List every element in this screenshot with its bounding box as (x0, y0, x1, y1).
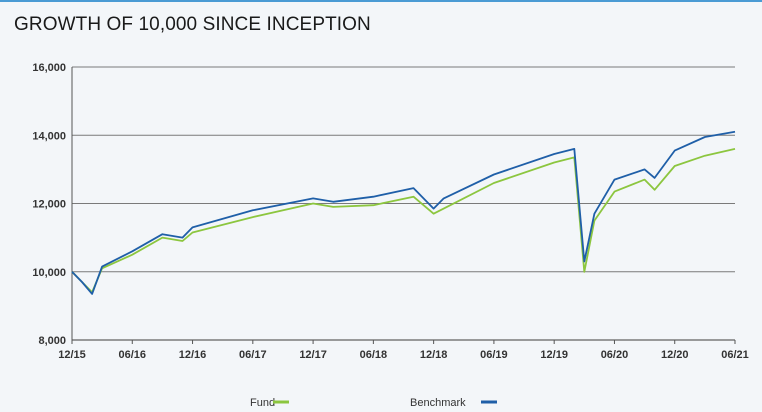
x-tick-label: 06/21 (721, 349, 749, 361)
legend-fund-label: Fund (250, 397, 275, 409)
y-tick-label: 8,000 (38, 335, 66, 347)
series-lines (71, 130, 736, 295)
gridlines (71, 66, 735, 341)
y-tick-label: 10,000 (32, 267, 66, 279)
x-tick-label: 12/20 (661, 349, 689, 361)
y-axis-ticks: 8,000 10,000 12,000 14,000 16,000 (32, 62, 66, 347)
series-line-fund (71, 148, 736, 294)
legend: Fund Benchmark (250, 397, 497, 409)
chart-title: GROWTH OF 10,000 SINCE INCEPTION (14, 14, 371, 35)
y-tick-label: 12,000 (32, 199, 66, 211)
x-tick-label: 12/17 (299, 349, 327, 361)
legend-benchmark-label: Benchmark (410, 397, 466, 409)
title-rule (0, 0, 762, 2)
x-tick-label: 06/17 (239, 349, 267, 361)
series-line-benchmark (71, 130, 736, 295)
x-tick-label: 12/18 (420, 349, 448, 361)
x-tick-label: 06/19 (480, 349, 508, 361)
x-tick-label: 06/20 (601, 349, 629, 361)
x-tick-label: 06/18 (360, 349, 388, 361)
x-axis-ticks: 12/15 06/16 12/16 06/17 12/17 06/18 12/18 06/19… (58, 340, 749, 361)
x-tick-label: 12/15 (58, 349, 86, 361)
x-tick-label: 12/19 (540, 349, 568, 361)
y-tick-label: 16,000 (32, 62, 66, 74)
y-tick-label: 14,000 (32, 130, 66, 142)
x-tick-label: 12/16 (179, 349, 207, 361)
x-tick-label: 06/16 (119, 349, 147, 361)
